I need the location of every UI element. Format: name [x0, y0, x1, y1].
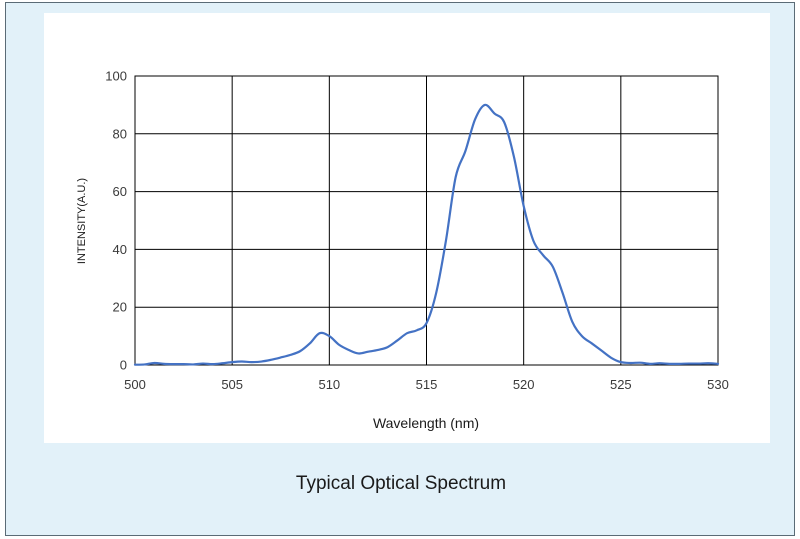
- x-tick-label: 515: [416, 377, 438, 392]
- y-tick-label: 0: [120, 358, 127, 373]
- x-tick-label: 530: [707, 377, 729, 392]
- x-tick-label: 505: [221, 377, 243, 392]
- x-tick-label: 525: [610, 377, 632, 392]
- x-tick-label: 510: [318, 377, 340, 392]
- y-tick-label: 80: [113, 126, 127, 141]
- x-tick-label: 500: [124, 377, 146, 392]
- y-tick-label: 20: [113, 300, 127, 315]
- plot-panel: 500 505 510 515 520 525 530 0 20 40 60 80 100 Wavele…: [44, 13, 770, 443]
- plot-area-border: [134, 75, 719, 366]
- chart-frame: 500 505 510 515 520 525 530 0 20 40 60 80 100 Wavele…: [5, 2, 795, 536]
- x-tick-label: 520: [513, 377, 535, 392]
- x-axis-title: Wavelength (nm): [373, 415, 479, 431]
- y-tick-label: 60: [113, 184, 127, 199]
- y-tick-label: 100: [105, 69, 127, 84]
- spectrum-series-line: [133, 103, 720, 366]
- grid-lines: [135, 76, 718, 365]
- spectrum-chart: 500 505 510 515 520 525 530 0 20 40 60 80 100 Wavele…: [76, 69, 729, 432]
- y-tick-label: 40: [113, 242, 127, 257]
- tick-labels: 500 505 510 515 520 525 530 0 20 40 60 80 100: [105, 69, 729, 393]
- y-axis-title: INTENSITY(A.U.): [76, 178, 88, 264]
- figure-caption: Typical Optical Spectrum: [295, 473, 507, 494]
